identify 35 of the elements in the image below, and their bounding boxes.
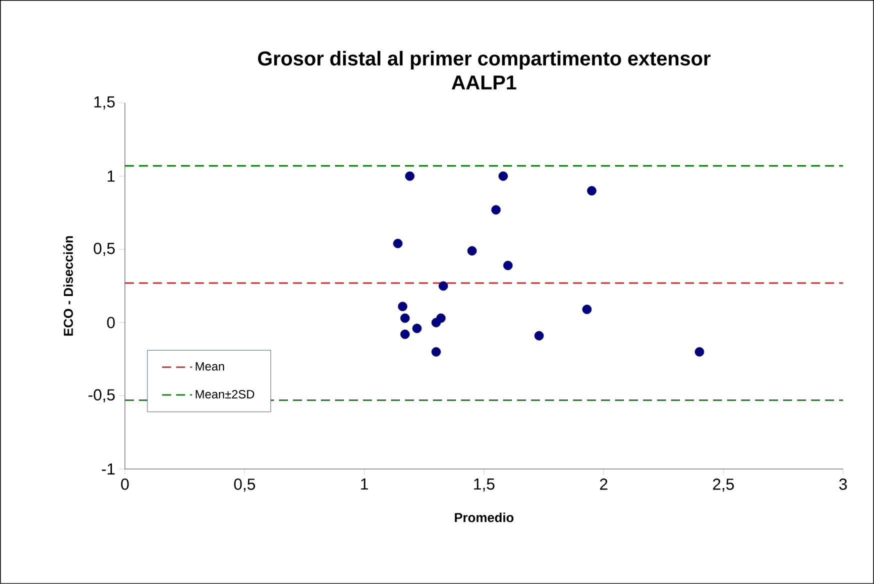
point — [393, 238, 403, 248]
x-tick-label: 1 — [361, 478, 368, 490]
y-tick-label: 0,5 — [94, 242, 115, 256]
point — [694, 347, 704, 357]
x-tick-label: 3 — [839, 478, 847, 490]
point — [431, 347, 441, 357]
y-tick-label: -1 — [102, 464, 115, 475]
point — [400, 314, 410, 323]
y-tick-label: 1,5 — [94, 96, 115, 110]
point — [431, 318, 441, 328]
y-tick-label: 1 — [108, 170, 115, 182]
x-tick-label: 1,5 — [474, 478, 494, 492]
point — [467, 246, 477, 256]
point — [503, 260, 513, 270]
x-axis-title: Promedio — [454, 512, 514, 522]
x-tick-label: 0,5 — [234, 478, 256, 492]
point — [491, 205, 501, 215]
chart-title: Grosor distal al primer compartimento extensor AALP1 — [258, 50, 710, 90]
point — [587, 186, 596, 196]
y-tick-label: -0,5 — [88, 389, 115, 402]
point — [400, 330, 410, 340]
point — [405, 171, 415, 181]
point — [398, 302, 408, 312]
legend-label: Mean±2SD — [196, 390, 254, 399]
point — [412, 324, 422, 334]
point — [534, 331, 544, 340]
point — [498, 171, 508, 181]
point — [582, 304, 592, 314]
point — [438, 281, 448, 291]
y-tick-label: 0 — [107, 316, 115, 328]
x-tick-label: 2 — [600, 478, 608, 490]
x-tick-label: 2,5 — [713, 478, 734, 492]
y-axis-title: ECO - Disección — [63, 236, 73, 336]
x-tick-label: 0 — [121, 478, 129, 490]
legend-label: Mean — [196, 362, 224, 371]
